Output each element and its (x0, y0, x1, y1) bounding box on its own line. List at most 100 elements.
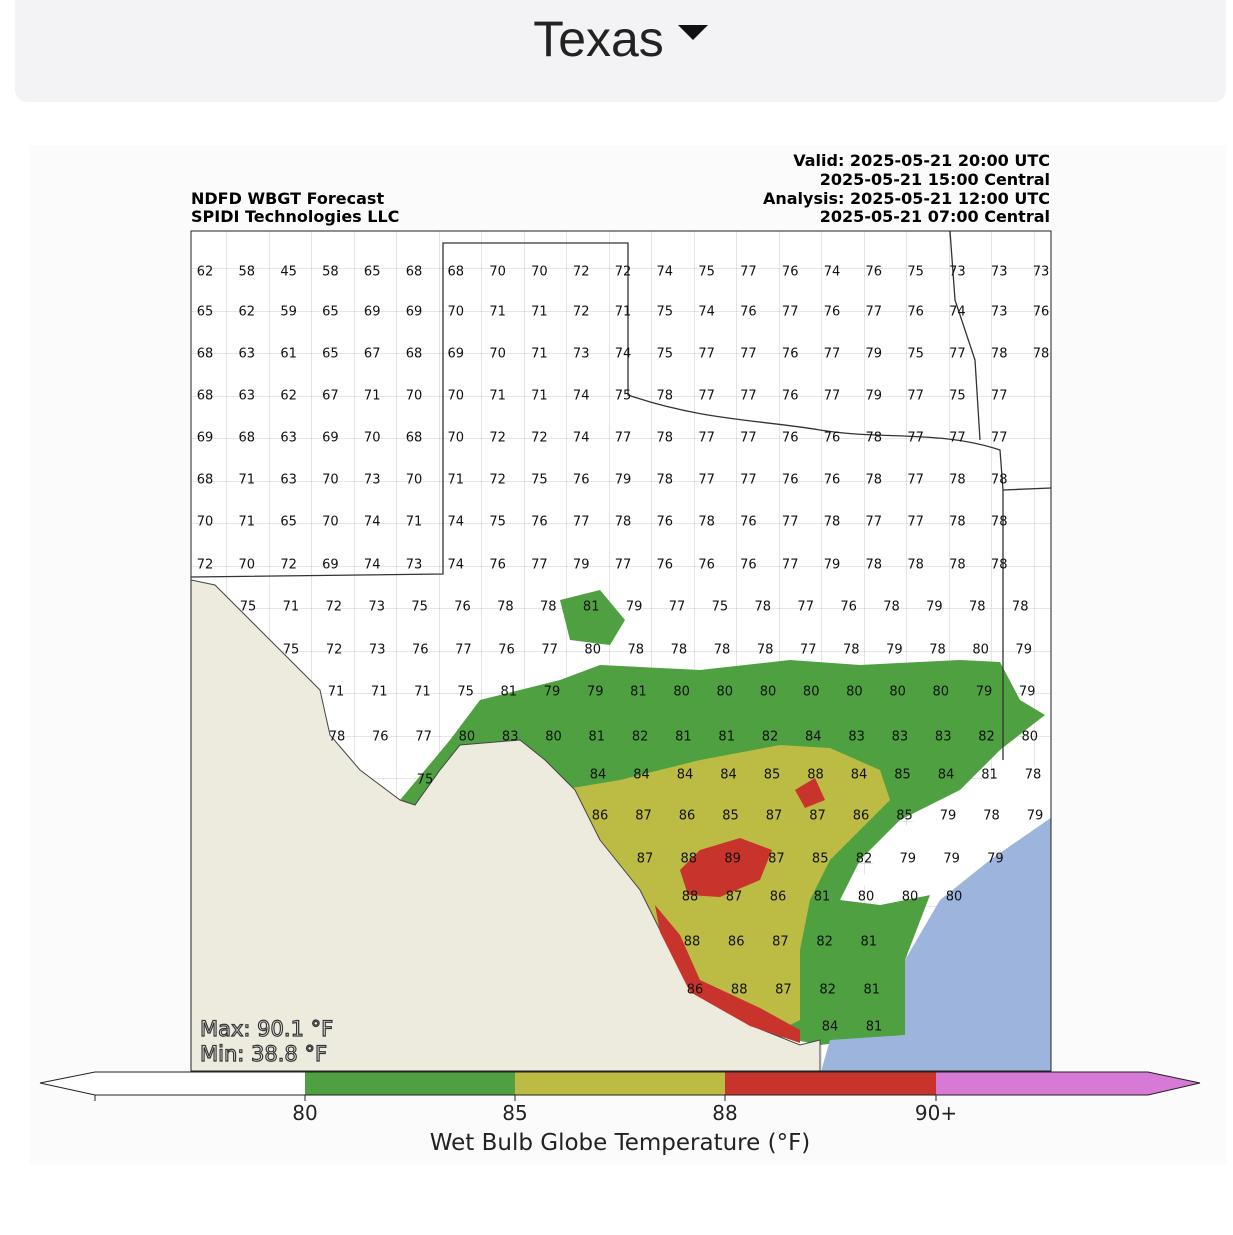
station-value: 77 (740, 431, 757, 446)
station-value: 77 (949, 347, 966, 362)
station-value: 83 (502, 730, 519, 745)
station-value: 69 (322, 431, 339, 446)
station-value: 84 (938, 768, 955, 783)
station-value: 77 (782, 558, 799, 573)
station-value: 86 (679, 809, 696, 824)
station-value: 78 (843, 643, 860, 658)
state-borders (191, 231, 1051, 760)
station-value: 62 (239, 305, 256, 320)
station-value: 79 (544, 685, 561, 700)
station-value: 84 (633, 768, 650, 783)
station-value: 74 (448, 558, 465, 573)
station-value: 77 (782, 515, 799, 530)
station-value: 80 (858, 890, 875, 905)
station-value: 77 (669, 600, 686, 615)
station-value: 76 (740, 515, 757, 530)
location-name[interactable]: Texas (533, 11, 664, 67)
station-value: 87 (772, 935, 789, 950)
station-value: 71 (328, 685, 345, 700)
station-value: 84 (805, 730, 822, 745)
station-value: 79 (866, 347, 883, 362)
station-value: 77 (541, 643, 558, 658)
station-value: 71 (371, 685, 388, 700)
station-value: 73 (949, 265, 966, 280)
station-value: 75 (489, 515, 506, 530)
station-value: 88 (684, 935, 701, 950)
station-value: 77 (949, 431, 966, 446)
station-value: 80 (933, 685, 950, 700)
station-value: 78 (755, 600, 772, 615)
station-value: 79 (987, 852, 1004, 867)
station-value: 70 (531, 265, 548, 280)
station-value: 78 (329, 730, 346, 745)
station-value: 75 (712, 600, 729, 615)
station-value: 84 (822, 1020, 839, 1035)
station-value: 68 (197, 347, 214, 362)
zone-88-90 (680, 838, 772, 897)
station-value: 76 (840, 600, 857, 615)
zone-88-90 (655, 905, 800, 1043)
station-value: 81 (589, 730, 606, 745)
station-value: 73 (368, 600, 385, 615)
location-title[interactable]: Texas (15, 10, 1226, 68)
station-value: 72 (615, 265, 632, 280)
station-value: 76 (782, 431, 799, 446)
station-value: 78 (949, 515, 966, 530)
station-value: 80 (902, 890, 919, 905)
station-value: 70 (489, 347, 506, 362)
station-value: 77 (991, 389, 1008, 404)
station-value: 79 (886, 643, 903, 658)
station-value: 86 (770, 890, 787, 905)
station-value: 87 (768, 852, 785, 867)
station-value: 79 (587, 685, 604, 700)
station-value: 81 (861, 935, 878, 950)
station-value: 84 (677, 768, 694, 783)
station-value: 79 (615, 473, 632, 488)
station-value: 68 (239, 431, 256, 446)
station-value: 65 (322, 305, 339, 320)
colorbar-title: Wet Bulb Globe Temperature (°F) (430, 1130, 811, 1156)
station-value: 78 (698, 515, 715, 530)
station-value: 76 (740, 305, 757, 320)
station-value: 78 (866, 558, 883, 573)
station-value: 58 (239, 265, 256, 280)
station-value: 76 (657, 558, 674, 573)
station-value: 74 (573, 389, 590, 404)
station-value: 73 (364, 473, 381, 488)
location-selector[interactable]: Texas (15, 0, 1226, 102)
station-value: 77 (615, 558, 632, 573)
station-value: 70 (489, 265, 506, 280)
station-value: 78 (714, 643, 731, 658)
station-value: 76 (498, 643, 515, 658)
station-value: 78 (824, 515, 841, 530)
station-value: 69 (322, 558, 339, 573)
station-value: 71 (364, 389, 381, 404)
station-value: 77 (866, 515, 883, 530)
station-value: 88 (807, 768, 824, 783)
station-value: 76 (531, 515, 548, 530)
station-value: 81 (718, 730, 735, 745)
station-value: 77 (824, 347, 841, 362)
station-value: 76 (866, 265, 883, 280)
station-value: 70 (364, 431, 381, 446)
dropdown-caret[interactable] (677, 25, 708, 41)
station-value: 81 (583, 600, 600, 615)
station-value: 78 (883, 600, 900, 615)
station-value: 68 (406, 265, 423, 280)
station-value: 78 (907, 558, 924, 573)
station-value: 76 (824, 305, 841, 320)
station-value: 78 (1033, 347, 1050, 362)
station-value: 86 (687, 983, 704, 998)
colorbar-segment (515, 1072, 725, 1095)
station-value: 78 (983, 809, 1000, 824)
station-value: 81 (981, 768, 998, 783)
mexico (191, 579, 821, 1071)
station-value: 74 (949, 305, 966, 320)
station-value: 79 (926, 600, 943, 615)
map-area (191, 231, 1051, 1071)
station-value: 76 (489, 558, 506, 573)
station-value: 71 (489, 389, 506, 404)
station-value: 84 (590, 768, 607, 783)
station-value: 76 (782, 389, 799, 404)
station-value: 70 (322, 515, 339, 530)
